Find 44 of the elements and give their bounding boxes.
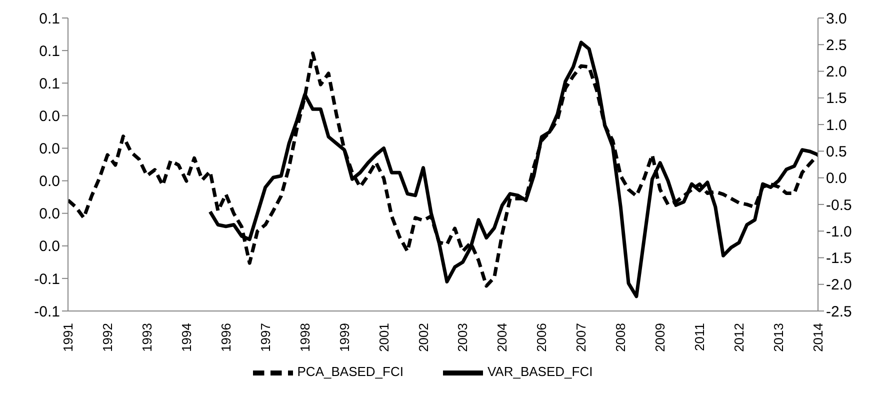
x-tick-label: 2006 — [534, 323, 550, 352]
x-tick-label: 2003 — [455, 323, 470, 352]
x-tick-label: 2004 — [494, 323, 510, 352]
y-tick-label: 0.0 — [39, 238, 60, 256]
y-tick-label: -0.1 — [34, 270, 60, 288]
y-tick-label: 0.1 — [39, 42, 60, 60]
x-tick-label: 1996 — [218, 323, 234, 352]
x-tick-label: 2001 — [376, 323, 392, 352]
y-tick-label: -0.1 — [34, 303, 60, 320]
y2-tick-label: -0.5 — [826, 196, 852, 214]
x-tick-label: 2009 — [652, 323, 668, 352]
x-tick-label: 2011 — [692, 323, 708, 351]
y2-tick-label: -1.5 — [826, 250, 852, 268]
y-tick-label: 0.0 — [39, 206, 60, 223]
legend-label: VAR_BASED_FCI — [487, 364, 593, 380]
x-tick-label: 2012 — [732, 323, 747, 352]
y2-tick-label: 1.0 — [826, 116, 847, 134]
y2-tick-label: 2.5 — [826, 36, 847, 54]
y2-tick-label: -2.5 — [826, 303, 852, 320]
y2-tick-label: -1.0 — [826, 223, 852, 240]
y-tick-label: 0.1 — [39, 10, 60, 28]
y2-tick-label: -2.0 — [826, 276, 852, 294]
y-tick-label: 0.0 — [39, 140, 60, 158]
x-tick-label: 2008 — [613, 323, 628, 352]
y2-tick-label: 3.0 — [826, 10, 847, 28]
x-tick-label: 2014 — [810, 323, 826, 352]
x-tick-label: 2007 — [574, 323, 589, 352]
x-tick-label: 1993 — [139, 323, 154, 352]
y2-tick-label: 0.5 — [826, 144, 847, 161]
y-tick-label: 0.1 — [39, 75, 60, 92]
x-tick-label: 1999 — [336, 323, 352, 352]
x-tick-label: 1991 — [60, 323, 76, 352]
y2-tick-label: 0.0 — [826, 170, 847, 188]
y-tick-label: 0.0 — [39, 108, 60, 125]
legend-label: PCA_BASED_FCI — [297, 364, 404, 380]
x-tick-label: 2002 — [416, 323, 431, 352]
x-tick-label: 2013 — [771, 323, 786, 352]
x-tick-label: 1997 — [258, 323, 273, 352]
y-tick-label: 0.0 — [39, 173, 60, 190]
y2-tick-label: 2.0 — [826, 64, 847, 81]
x-tick-label: 1992 — [100, 323, 115, 352]
x-tick-label: 1998 — [297, 323, 312, 352]
y2-tick-label: 1.5 — [826, 90, 847, 108]
x-tick-label: 1994 — [178, 323, 194, 352]
